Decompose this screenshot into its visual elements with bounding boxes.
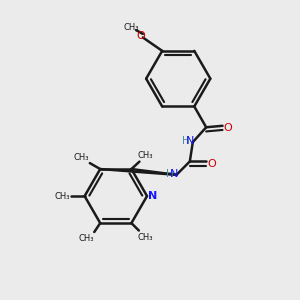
Text: O: O xyxy=(136,31,145,41)
Text: N: N xyxy=(170,169,178,178)
Text: O: O xyxy=(207,158,216,169)
Text: CH₃: CH₃ xyxy=(55,192,70,201)
Text: CH₃: CH₃ xyxy=(124,22,139,32)
Text: CH₃: CH₃ xyxy=(137,151,152,160)
Text: H: H xyxy=(182,136,190,146)
Text: O: O xyxy=(224,123,232,133)
Text: CH₃: CH₃ xyxy=(78,234,94,243)
Text: CH₃: CH₃ xyxy=(137,233,152,242)
Text: H: H xyxy=(166,169,174,178)
Text: CH₃: CH₃ xyxy=(74,153,89,162)
Text: N: N xyxy=(148,191,157,201)
Text: N: N xyxy=(186,136,195,146)
